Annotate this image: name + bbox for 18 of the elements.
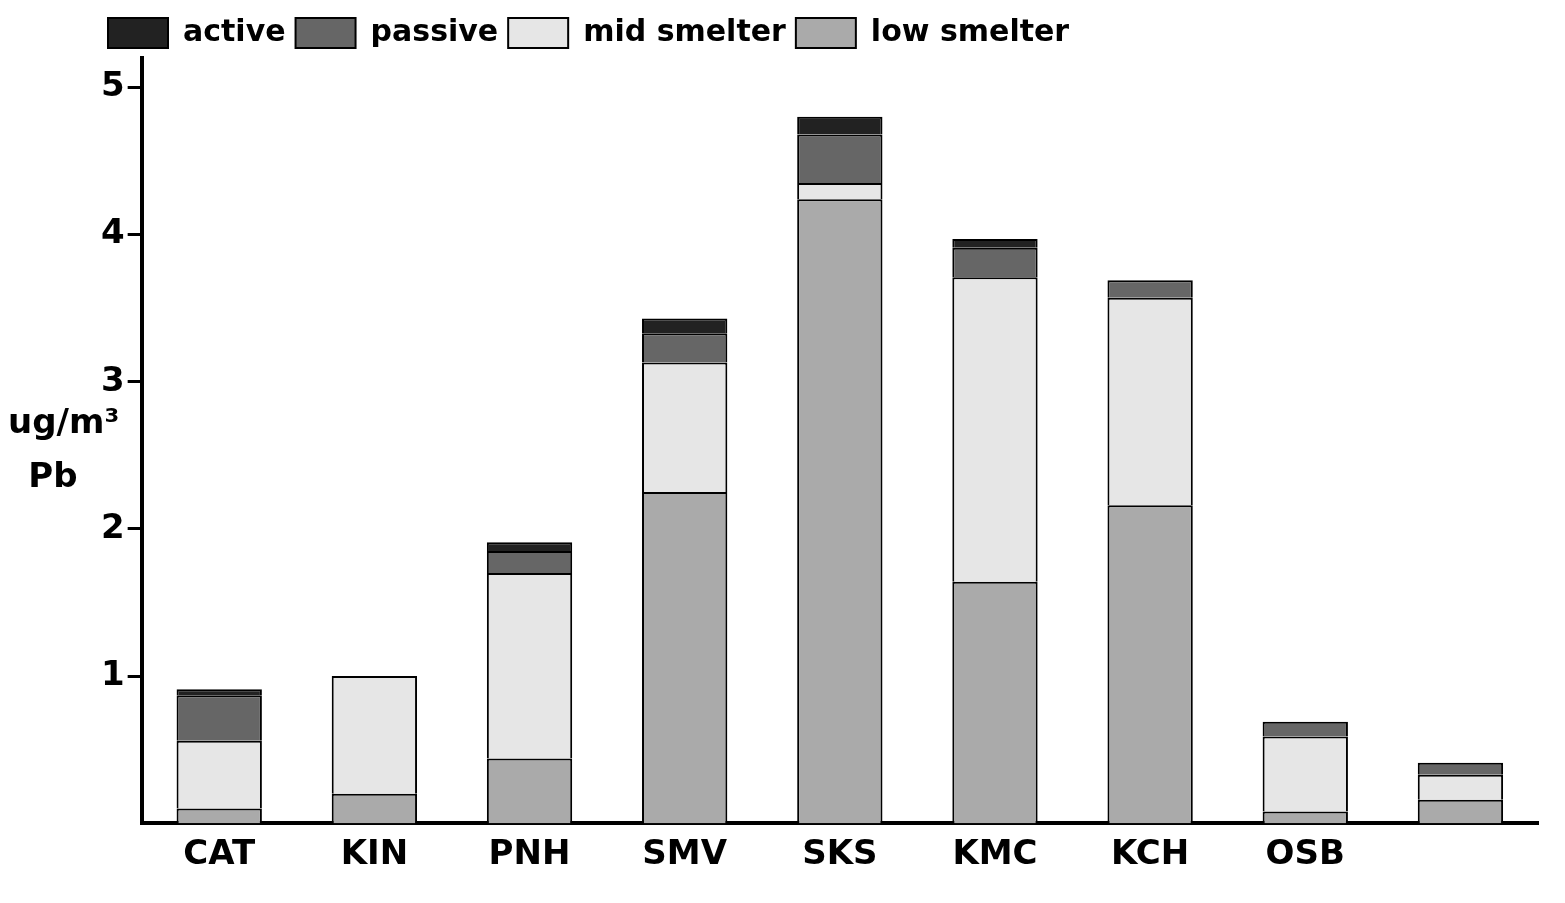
y-tick-label: 3: [100, 358, 125, 399]
y-axis-title: ug/m³ Pb: [8, 399, 120, 497]
x-tick-label: KMC: [952, 832, 1038, 873]
y-tick-label: 2: [100, 505, 125, 546]
x-tick-label: SMV: [642, 832, 728, 873]
x-tick-label: CAT: [183, 832, 256, 873]
x-tick-label: KIN: [340, 832, 409, 873]
x-tick-label: OSB: [1265, 832, 1345, 873]
legend-label: passive: [370, 12, 499, 48]
x-tick-label: SKS: [802, 832, 878, 873]
legend-label: active: [183, 12, 286, 48]
x-tick-label: KCH: [1111, 832, 1190, 873]
y-tick-label: 5: [100, 64, 125, 105]
legend-label: mid smelter: [583, 12, 787, 48]
legend-label: low smelter: [870, 12, 1070, 48]
y-tick-label: 1: [100, 652, 125, 693]
y-tick-label: 4: [100, 211, 125, 252]
x-tick-label: PNH: [488, 832, 571, 873]
